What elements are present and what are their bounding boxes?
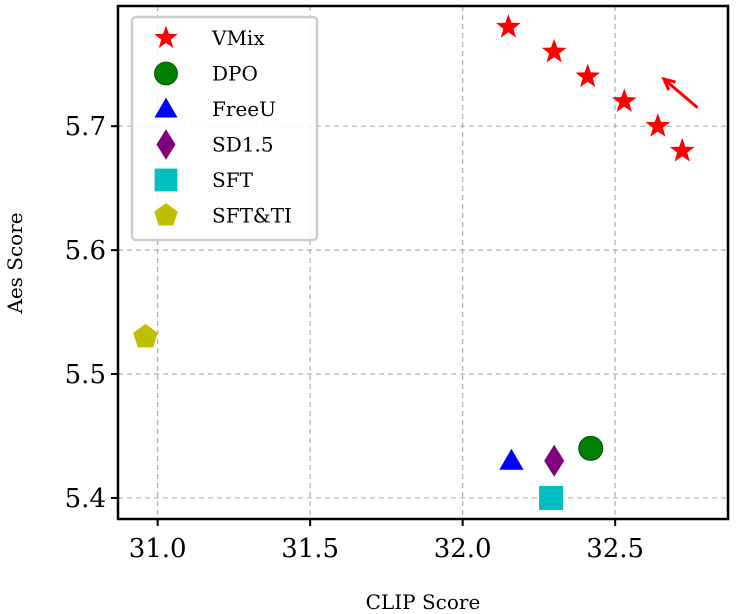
sft-point [539,485,564,510]
vmix-point [669,137,695,162]
vmix-point [496,14,521,38]
x-tick-label: 31.0 [129,534,187,564]
y-tick-label: 5.6 [65,236,106,266]
legend-box [130,15,319,242]
legend-label: DPO [212,62,258,86]
legend-marker-sft [154,168,178,192]
data-points [133,14,695,510]
y-tick-label: 5.4 [65,484,106,514]
x-tick-label: 31.5 [281,534,339,564]
legend-marker-vmix [154,25,178,48]
legend-marker-freeu [154,97,178,118]
annotations [661,76,699,109]
axis-ticks: 31.0 31.5 32.0 32.5 5.4 5.5 5.6 5.7 [65,112,644,564]
plot-frame [116,4,730,521]
vmix-point [541,38,567,63]
y-tick-label: 5.5 [65,360,106,390]
vmix-point [611,88,637,112]
sd1-5-point [544,444,565,477]
vmix-point [575,63,601,88]
vmix-point [645,113,671,137]
freeu-point [499,448,524,470]
legend-marker-dpo [154,61,178,86]
legend-label: SD1.5 [212,133,274,157]
dpo-point [578,435,604,461]
legend-label: SFT&TI [212,204,292,228]
y-tick-label: 5.7 [65,112,106,142]
sft-ti-point [133,323,158,348]
x-tick-label: 32.5 [586,534,644,564]
x-tick-label: 32.0 [434,534,492,564]
y-axis-label: Aes Score [3,212,27,314]
legend-label: VMix [211,26,265,50]
x-axis-label: CLIP Score [366,590,481,614]
trend-arrow [661,76,699,109]
legend: VMix DPO FreeU SD1.5 SFT SFT&TI [130,15,319,242]
legend-label: FreeU [212,97,276,121]
legend-marker-sft-ti [154,203,178,226]
legend-label: SFT [212,168,254,192]
